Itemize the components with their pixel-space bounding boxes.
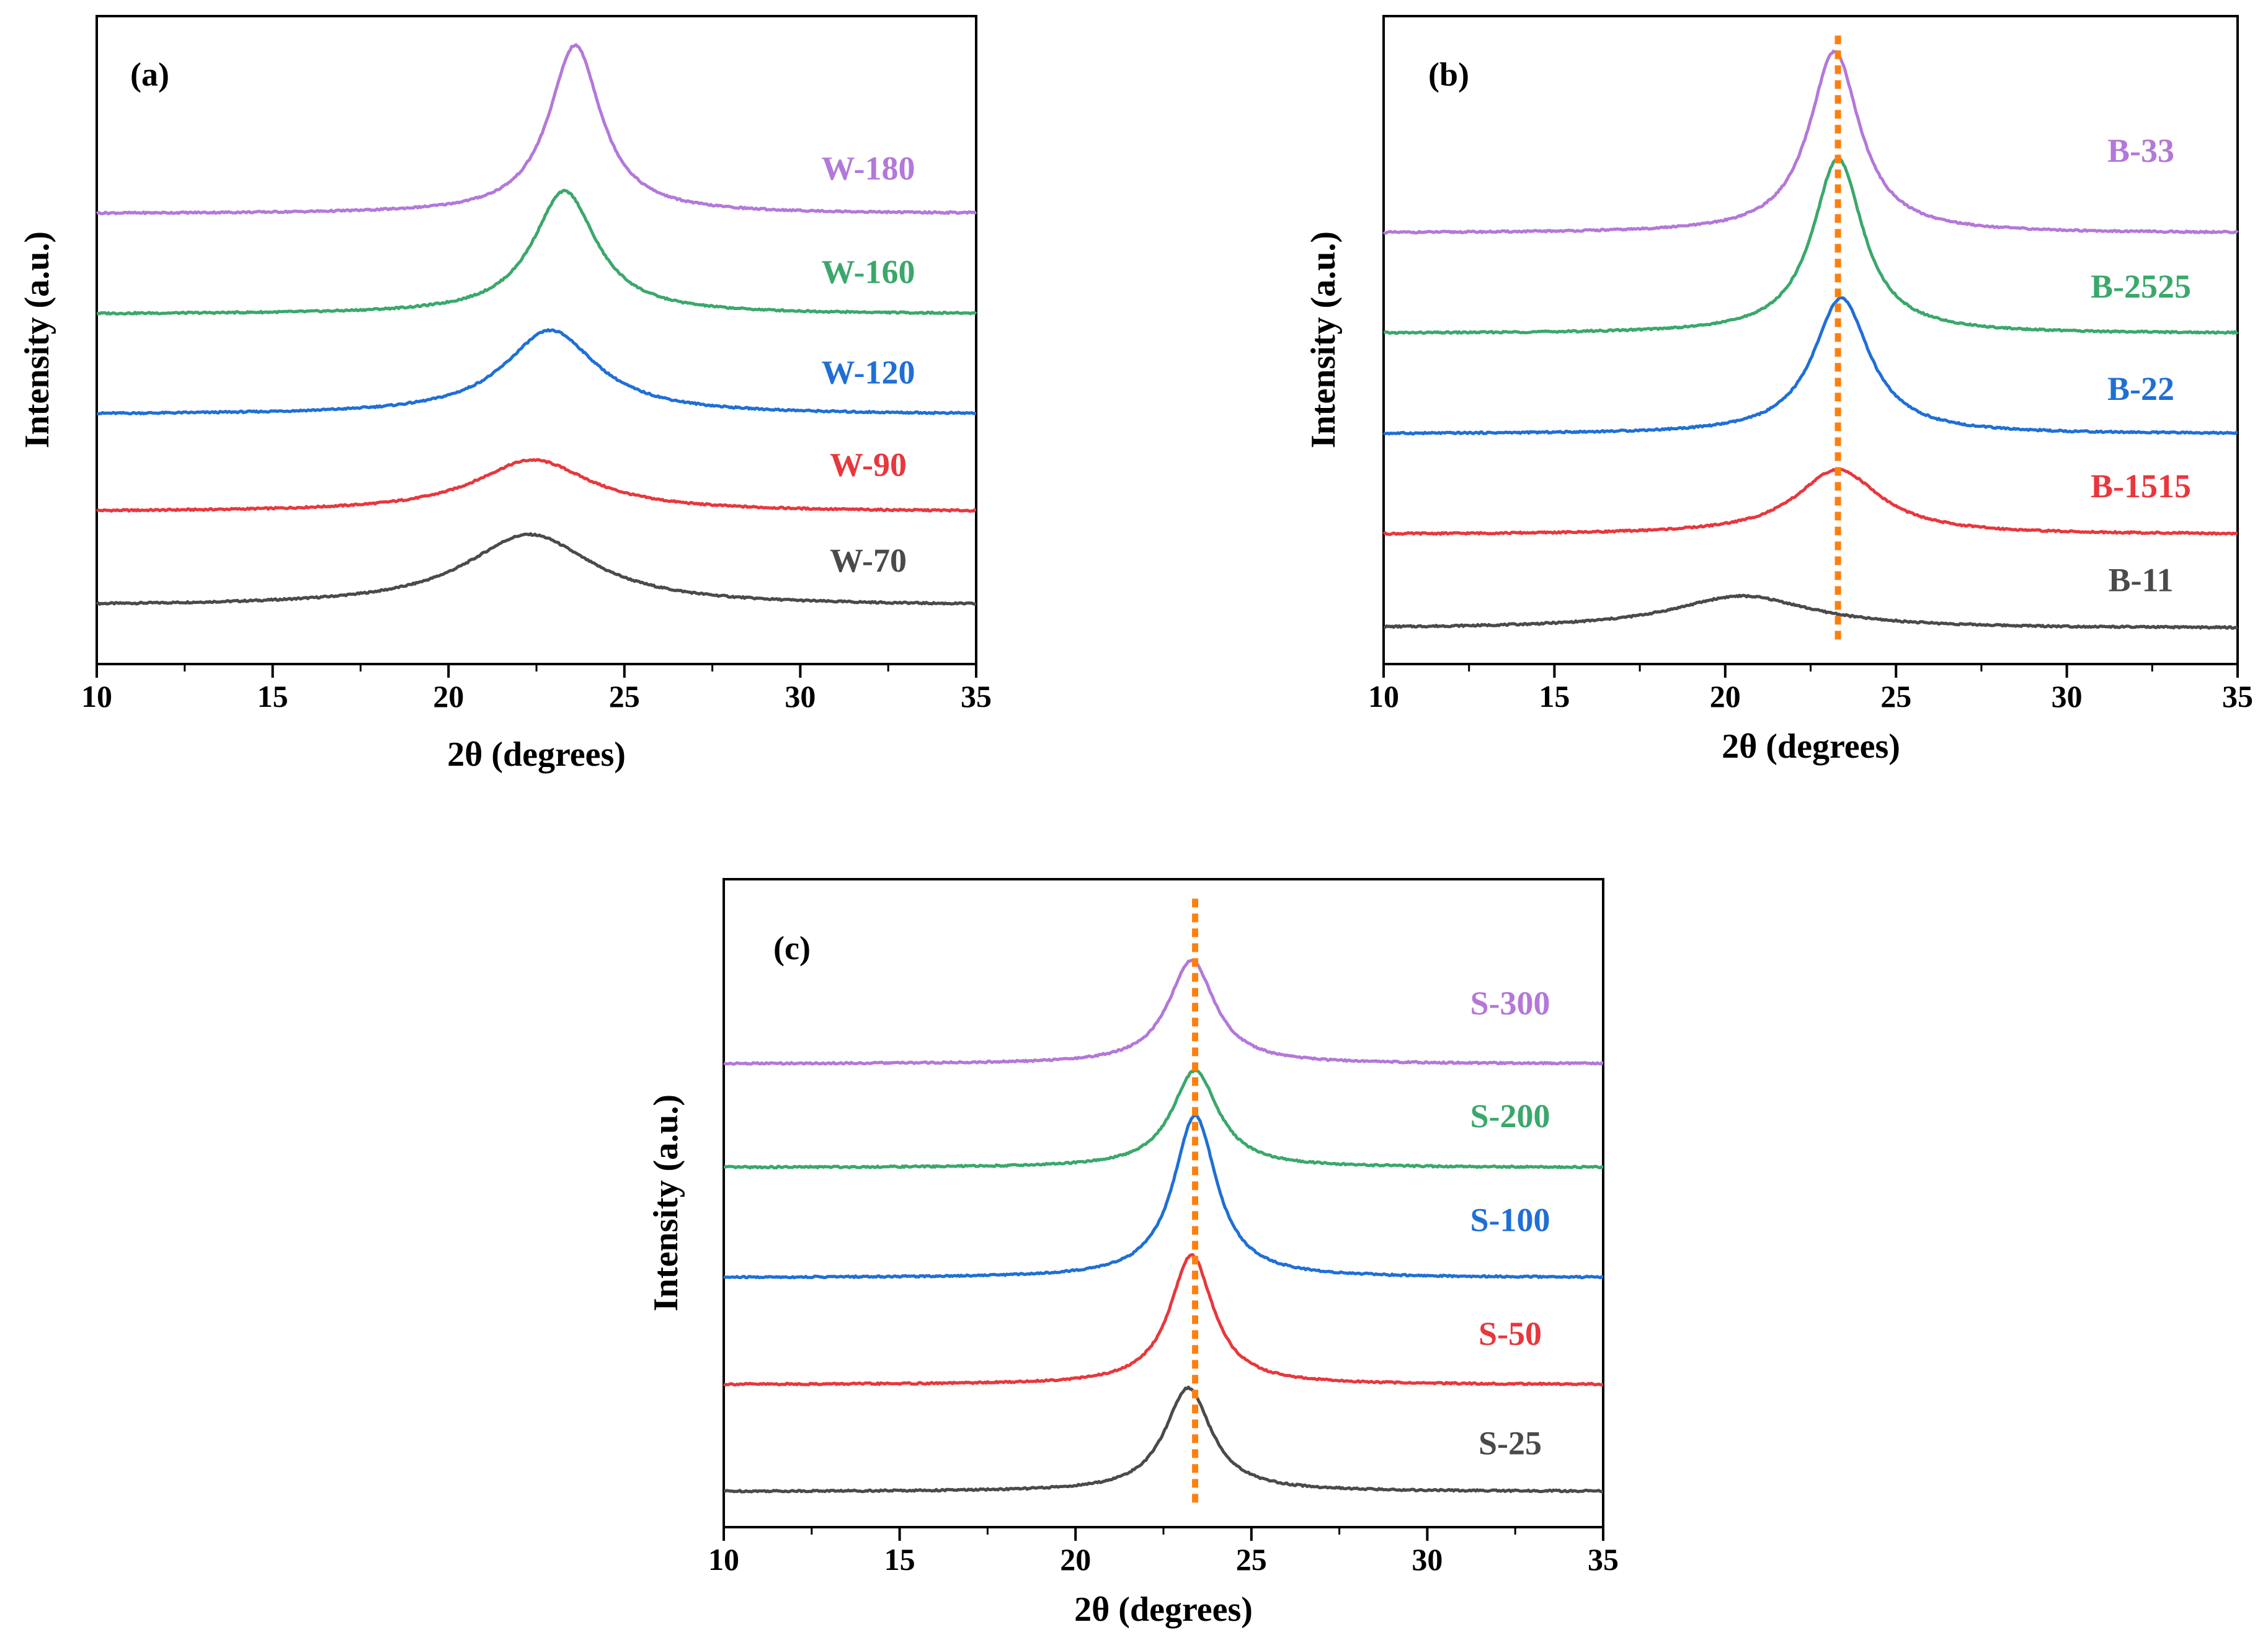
panel-b-series-labels: B-11 B-1515 B-22 B-2525 B-33 <box>2091 132 2191 598</box>
panel-b-x-ticks: 10 15 20 25 30 35 <box>1368 664 2253 714</box>
panel-a-tick-label: 35 <box>961 679 992 714</box>
panel-c-series-s-300 <box>723 959 1604 1066</box>
panel-c-label-s-50: S-50 <box>1479 1315 1542 1352</box>
panel-a-series-w-160 <box>96 188 977 316</box>
panel-a-label-w-90: W-90 <box>830 446 907 483</box>
panel-a-x-ticks: 10 15 20 25 30 35 <box>81 664 992 714</box>
panel-a-series-labels: W-70 W-90 W-120 W-160 W-180 <box>822 150 915 579</box>
panel-a-label-w-180: W-180 <box>822 150 915 187</box>
panel-b: B-11 B-1515 B-22 B-2525 B-33 10 15 20 25 30 35 (b… <box>1304 15 2253 766</box>
panel-b-tick-label: 10 <box>1368 679 1399 714</box>
panel-b-label-b-1515: B-1515 <box>2091 468 2191 505</box>
panel-a-label: (a) <box>130 56 169 93</box>
panel-a-tick-label: 10 <box>81 679 112 714</box>
panel-b-label-b-2525: B-2525 <box>2091 268 2191 305</box>
panel-c-label: (c) <box>773 929 811 967</box>
panel-a-label-w-160: W-160 <box>822 254 915 291</box>
panel-a-x-axis-title: 2θ (degrees) <box>447 735 626 774</box>
panel-a-label-w-120: W-120 <box>822 354 915 391</box>
panel-b-tick-label: 25 <box>1880 679 1911 714</box>
panel-b-tick-label: 15 <box>1539 679 1570 714</box>
panel-b-tick-label: 30 <box>2052 679 2083 714</box>
panel-a-series <box>96 43 977 606</box>
panel-b-x-axis-title: 2θ (degrees) <box>1722 727 1900 766</box>
panel-a-series-w-120 <box>96 328 977 416</box>
panel-a-tick-label: 25 <box>609 679 640 714</box>
panel-c-series-s-50 <box>723 1253 1604 1387</box>
panel-b-y-axis-title: Intensity (a.u.) <box>1304 231 1343 448</box>
panel-b-series-b-1515 <box>1382 468 2238 536</box>
panel-a-tick-label: 20 <box>433 679 464 714</box>
panel-b-series-b-11 <box>1383 593 2238 630</box>
panel-b-series-b-22 <box>1382 296 2238 436</box>
panel-c-x-axis-title: 2θ (degrees) <box>1074 1590 1253 1629</box>
panel-a-series-w-90 <box>96 458 977 513</box>
panel-a: W-70 W-90 W-120 W-160 W-180 10 15 20 25 30 35 (a)… <box>18 15 992 774</box>
panel-b-label-b-22: B-22 <box>2107 370 2174 407</box>
panel-b-tick-label: 35 <box>2222 679 2253 714</box>
panel-c-series-s-200 <box>723 1068 1604 1170</box>
panel-b-series <box>1382 50 2239 630</box>
panel-b-series-b-33 <box>1382 50 2239 235</box>
panel-c-series <box>723 959 1604 1494</box>
panel-c-tick-label: 25 <box>1236 1542 1267 1577</box>
panel-b-label-b-33: B-33 <box>2107 132 2174 169</box>
panel-c-label-s-25: S-25 <box>1479 1425 1542 1462</box>
panel-c-label-s-300: S-300 <box>1470 985 1550 1022</box>
panel-a-y-axis-title: Intensity (a.u.) <box>18 231 56 448</box>
panel-c-series-s-25 <box>723 1385 1604 1494</box>
panel-c-tick-label: 10 <box>708 1542 739 1577</box>
panel-a-series-w-180 <box>96 43 977 216</box>
panel-c-tick-label: 15 <box>884 1542 915 1577</box>
panel-b-label-b-11: B-11 <box>2108 562 2173 599</box>
panel-c: S-25 S-50 S-100 S-200 S-300 10 15 20 25 30 35 (c)… <box>647 878 1619 1629</box>
panel-c-label-s-200: S-200 <box>1470 1097 1550 1135</box>
panel-c-series-s-100 <box>723 1114 1604 1280</box>
panel-c-tick-label: 35 <box>1588 1542 1619 1577</box>
panel-a-tick-label: 30 <box>785 679 816 714</box>
panel-c-x-ticks: 10 15 20 25 30 35 <box>708 1527 1619 1577</box>
panel-b-series-b-2525 <box>1383 156 2239 335</box>
panel-c-tick-label: 30 <box>1412 1542 1443 1577</box>
panel-c-series-labels: S-25 S-50 S-100 S-200 S-300 <box>1470 985 1550 1462</box>
panel-c-label-s-100: S-100 <box>1470 1202 1550 1239</box>
panel-b-tick-label: 20 <box>1710 679 1741 714</box>
panel-c-y-axis-title: Intensity (a.u.) <box>647 1094 685 1311</box>
panel-c-tick-label: 20 <box>1060 1542 1091 1577</box>
panel-a-tick-label: 15 <box>257 679 288 714</box>
panel-a-label-w-70: W-70 <box>830 542 907 579</box>
panel-b-label: (b) <box>1428 56 1469 93</box>
panel-a-series-w-70 <box>96 532 977 606</box>
